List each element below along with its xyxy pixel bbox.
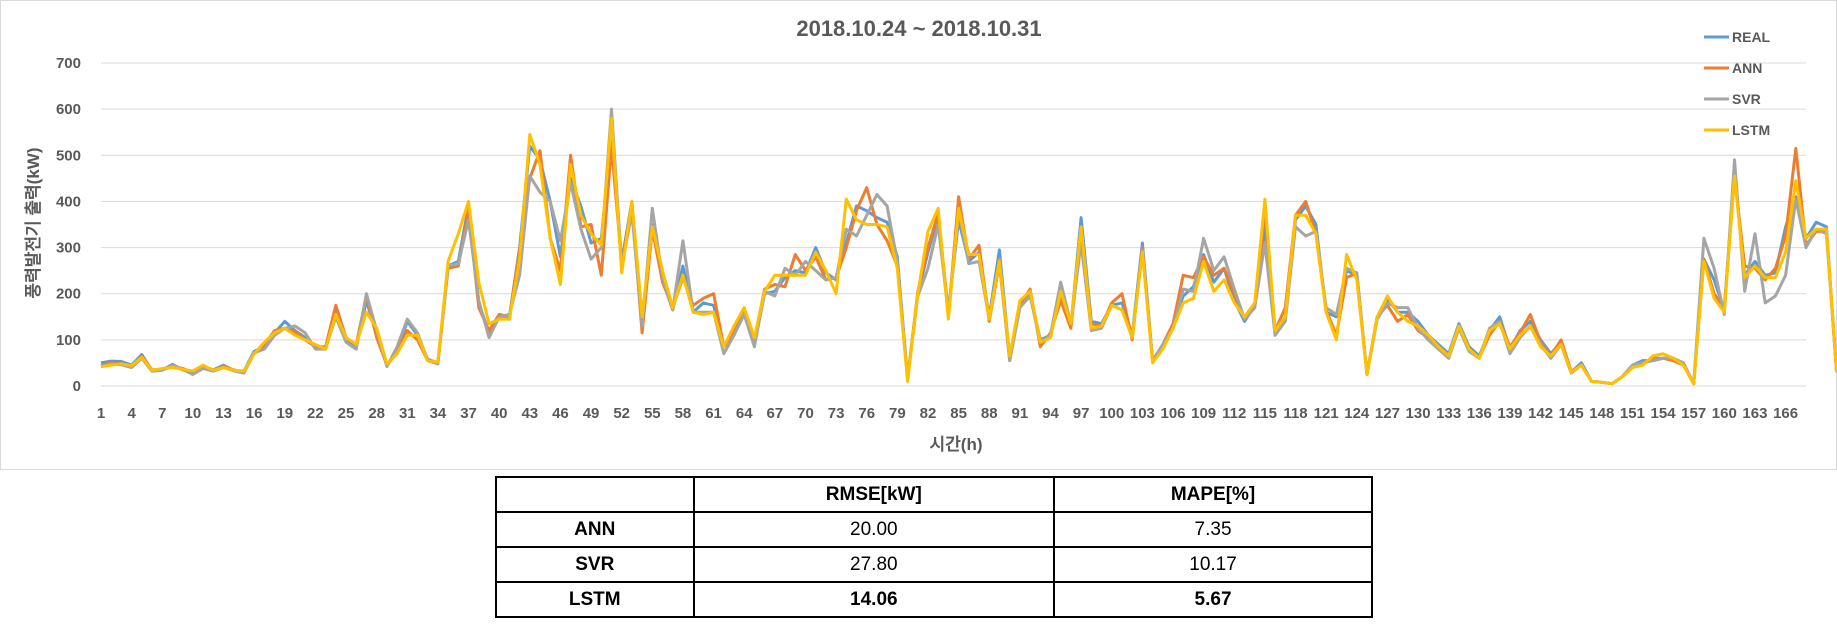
x-tick-label: 82 bbox=[920, 405, 937, 422]
legend-label-real: REAL bbox=[1732, 29, 1771, 45]
table-header-cell bbox=[495, 476, 695, 513]
x-tick-label: 58 bbox=[675, 405, 692, 422]
x-tick-label: 31 bbox=[399, 405, 416, 422]
x-tick-label: 67 bbox=[766, 405, 783, 422]
table-row: ANN 20.00 7.35 bbox=[495, 511, 1373, 548]
y-tick-label: 600 bbox=[56, 101, 81, 118]
x-tick-label: 103 bbox=[1130, 405, 1155, 422]
x-tick-label: 40 bbox=[491, 405, 508, 422]
x-tick-label: 7 bbox=[158, 405, 166, 422]
row-rmse: 14.06 bbox=[692, 581, 1056, 618]
row-model: ANN bbox=[495, 511, 695, 548]
legend-label-svr: SVR bbox=[1732, 91, 1761, 107]
x-tick-label: 64 bbox=[736, 405, 753, 422]
x-tick-label: 106 bbox=[1160, 405, 1185, 422]
x-tick-label: 4 bbox=[127, 405, 136, 422]
x-tick-label: 91 bbox=[1012, 405, 1029, 422]
x-tick-label: 37 bbox=[460, 405, 477, 422]
series-line-lstm bbox=[100, 116, 1837, 386]
x-tick-label: 10 bbox=[185, 405, 202, 422]
y-tick-label: 700 bbox=[56, 55, 81, 72]
x-tick-label: 166 bbox=[1773, 405, 1798, 422]
table-row: LSTM 14.06 5.67 bbox=[495, 581, 1373, 618]
x-tick-label: 157 bbox=[1681, 405, 1706, 422]
x-tick-label: 13 bbox=[215, 405, 232, 422]
x-tick-label: 142 bbox=[1528, 405, 1553, 422]
y-tick-label: 100 bbox=[56, 332, 81, 349]
x-tick-label: 118 bbox=[1283, 405, 1307, 422]
x-tick-label: 97 bbox=[1073, 405, 1090, 422]
x-tick-label: 136 bbox=[1467, 405, 1492, 422]
x-tick-label: 85 bbox=[950, 405, 967, 422]
row-mape: 7.35 bbox=[1053, 511, 1373, 548]
x-tick-label: 154 bbox=[1651, 405, 1677, 422]
x-tick-label: 1 bbox=[97, 405, 105, 422]
x-tick-label: 28 bbox=[368, 405, 385, 422]
table-header-row: RMSE[kW] MAPE[%] bbox=[495, 476, 1373, 513]
metrics-table: RMSE[kW] MAPE[%] ANN 20.00 7.35 SVR 27.8… bbox=[495, 476, 1373, 618]
x-tick-label: 88 bbox=[981, 405, 998, 422]
row-rmse: 27.80 bbox=[692, 546, 1056, 583]
x-tick-label: 127 bbox=[1375, 405, 1400, 422]
x-tick-label: 49 bbox=[583, 405, 600, 422]
x-tick-label: 160 bbox=[1712, 405, 1737, 422]
x-tick-label: 79 bbox=[889, 405, 906, 422]
row-model: LSTM bbox=[495, 581, 695, 618]
x-tick-label: 115 bbox=[1253, 405, 1277, 422]
y-tick-label: 200 bbox=[56, 286, 81, 303]
x-tick-label: 73 bbox=[828, 405, 845, 422]
x-tick-label: 133 bbox=[1436, 405, 1461, 422]
row-rmse: 20.00 bbox=[692, 511, 1056, 548]
x-axis-label: 시간(h) bbox=[930, 435, 983, 454]
x-tick-label: 148 bbox=[1589, 405, 1614, 422]
x-tick-label: 61 bbox=[705, 405, 722, 422]
x-tick-label: 94 bbox=[1042, 405, 1059, 422]
x-tick-label: 109 bbox=[1191, 405, 1216, 422]
series-line-svr bbox=[100, 107, 1837, 386]
x-tick-label: 22 bbox=[307, 405, 324, 422]
x-tick-label: 76 bbox=[858, 405, 875, 422]
table-row: SVR 27.80 10.17 bbox=[495, 546, 1373, 583]
x-tick-label: 130 bbox=[1406, 405, 1431, 422]
x-tick-label: 19 bbox=[276, 405, 293, 422]
x-tick-label: 163 bbox=[1742, 405, 1767, 422]
x-tick-label: 151 bbox=[1620, 405, 1645, 422]
x-tick-label: 139 bbox=[1497, 405, 1522, 422]
line-chart: 2018.10.24 ~ 2018.10.31 0 100 200 300 400 500… bbox=[24, 16, 1837, 454]
x-tick-label: 100 bbox=[1099, 405, 1124, 422]
table-header-cell: MAPE[%] bbox=[1053, 476, 1373, 513]
legend-label-lstm: LSTM bbox=[1732, 122, 1770, 138]
row-mape: 10.17 bbox=[1053, 546, 1373, 583]
x-tick-label: 121 bbox=[1314, 405, 1339, 422]
x-tick-label: 16 bbox=[246, 405, 263, 422]
x-tick-label: 43 bbox=[521, 405, 538, 422]
y-tick-label: 400 bbox=[56, 193, 81, 210]
legend-label-ann: ANN bbox=[1732, 60, 1762, 76]
y-axis-label: 풍력발전기 출력(kW) bbox=[24, 147, 43, 298]
chart-title: 2018.10.24 ~ 2018.10.31 bbox=[796, 16, 1041, 41]
x-tick-label: 25 bbox=[338, 405, 355, 422]
series-lines bbox=[100, 107, 1837, 386]
row-model: SVR bbox=[495, 546, 695, 583]
legend: REAL ANN SVR LSTM bbox=[1704, 29, 1771, 138]
grid-lines bbox=[101, 62, 1806, 387]
x-tick-label: 70 bbox=[797, 405, 814, 422]
x-tick-label: 145 bbox=[1559, 405, 1584, 422]
x-tick-label: 52 bbox=[613, 405, 630, 422]
y-tick-label: 300 bbox=[56, 240, 81, 257]
x-tick-label: 124 bbox=[1344, 405, 1370, 422]
y-axis-ticks: 0 100 200 300 400 500 600 700 bbox=[56, 55, 81, 395]
x-tick-label: 34 bbox=[430, 405, 447, 422]
chart-area: 2018.10.24 ~ 2018.10.31 0 100 200 300 400 500… bbox=[0, 0, 1837, 470]
x-tick-label: 112 bbox=[1222, 405, 1246, 422]
table-header-cell: RMSE[kW] bbox=[692, 476, 1056, 513]
row-mape: 5.67 bbox=[1053, 581, 1373, 618]
x-axis-ticks: 1 4 7 10 13 16 19 22 25 28 31 34 37 40 43 46 49 52 55 58 61 6… bbox=[97, 405, 1798, 422]
x-tick-label: 55 bbox=[644, 405, 661, 422]
y-tick-label: 0 bbox=[73, 378, 81, 395]
y-tick-label: 500 bbox=[56, 147, 81, 164]
x-tick-label: 46 bbox=[552, 405, 569, 422]
